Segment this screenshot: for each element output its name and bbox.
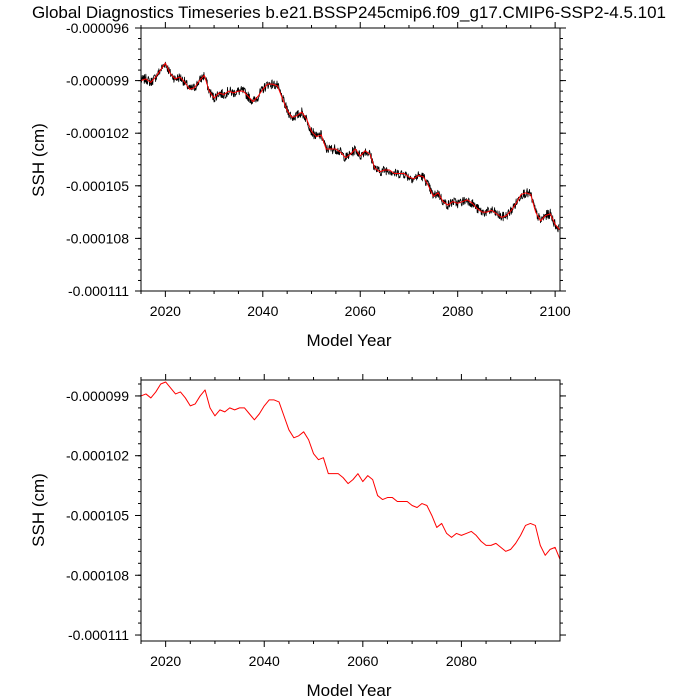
y-tick-label: -0.000102 [66,125,129,141]
y-tick-label: -0.000111 [68,627,129,643]
tick-layer: 2020 2040 2060 2080 -0.000099 -0.000102 -0.000… [66,374,566,669]
y-tick-label: -0.000108 [66,230,129,246]
series-layer [140,61,560,233]
y-tick-label: -0.000105 [66,178,129,194]
y-axis-label: SSH (cm) [29,123,48,197]
series-line-annual [140,62,560,230]
x-tick-label: 2040 [249,653,280,669]
x-tick-label: 2020 [150,653,181,669]
x-tick-label: 2100 [540,303,571,319]
x-tick-label: 2080 [446,653,477,669]
x-tick-label: 2040 [247,303,278,319]
x-tick-label: 2060 [345,303,376,319]
x-axis-label: Model Year [306,331,391,350]
x-tick-label: 2080 [442,303,473,319]
plot-frame [140,379,561,642]
tick-layer: 2020 2040 2060 2080 2100 -0.000096 -0.000099 -0… [66,20,571,319]
y-tick-label: -0.000102 [66,448,129,464]
figure-title: Global Diagnostics Timeseries b.e21.BSSP… [32,3,666,22]
x-tick-label: 2020 [150,303,181,319]
series-line-monthly [140,61,560,233]
x-axis-label: Model Year [306,681,391,700]
y-tick-label: -0.000096 [66,20,129,36]
series-layer [140,381,561,560]
timeseries-panel-top: 2020 2040 2060 2080 2100 -0.000096 -0.000099 -0… [29,20,571,350]
y-tick-label: -0.000099 [66,388,129,404]
y-tick-label: -0.000111 [68,283,129,299]
series-line-annual [140,381,561,560]
y-tick-label: -0.000099 [66,73,129,89]
y-tick-label: -0.000105 [66,507,129,523]
timeseries-panel-bottom: 2020 2040 2060 2080 -0.000099 -0.000102 -0.000… [29,374,566,700]
y-tick-label: -0.000108 [66,567,129,583]
x-tick-label: 2060 [347,653,378,669]
y-axis-label: SSH (cm) [29,473,48,547]
plot-frame [140,27,561,292]
